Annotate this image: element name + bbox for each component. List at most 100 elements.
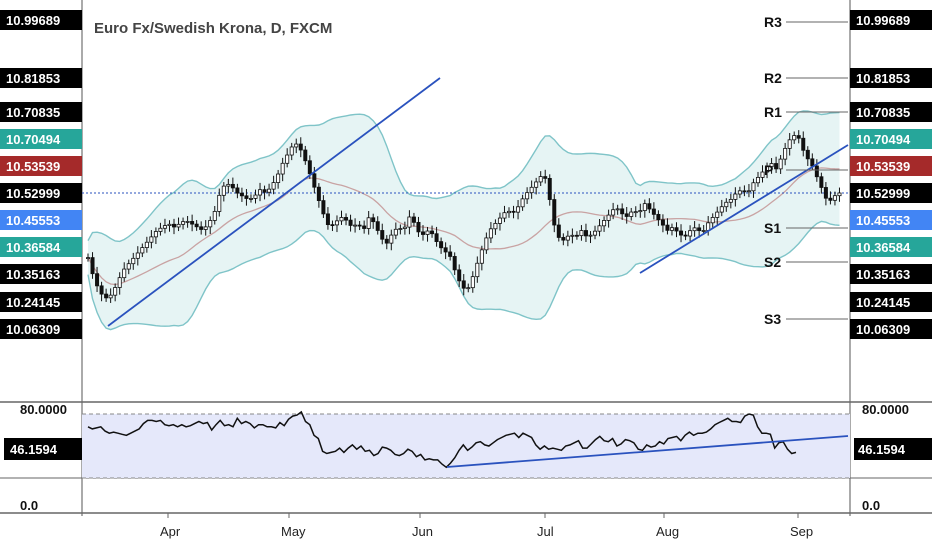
candle-body bbox=[90, 257, 95, 275]
candle-body bbox=[565, 235, 570, 241]
price-label-left: 10.70494 bbox=[6, 132, 61, 147]
candle-body bbox=[479, 249, 484, 264]
trend-line-up bbox=[107, 77, 441, 327]
price-tag-right bbox=[850, 292, 932, 312]
candle-body bbox=[276, 173, 281, 183]
candle-body bbox=[787, 139, 792, 149]
candle-body bbox=[669, 227, 674, 231]
candle-body bbox=[796, 135, 801, 139]
candle-body bbox=[353, 224, 358, 227]
candle-body bbox=[746, 190, 751, 193]
candle-body bbox=[805, 149, 810, 160]
candle-body bbox=[135, 252, 140, 259]
candle-body bbox=[452, 256, 457, 271]
candle-body bbox=[493, 223, 498, 230]
candle-body bbox=[285, 154, 290, 164]
candle-body bbox=[389, 234, 394, 244]
candle-body bbox=[267, 188, 272, 193]
candle-body bbox=[751, 182, 756, 192]
candle-body bbox=[488, 228, 493, 239]
candle-body bbox=[760, 171, 765, 178]
candle-body bbox=[117, 277, 122, 288]
candle-body bbox=[602, 220, 607, 227]
price-label-left: 10.24145 bbox=[6, 295, 60, 310]
pivot-label-r3: R3 bbox=[764, 14, 782, 30]
candle-body bbox=[529, 186, 534, 194]
candle-body bbox=[719, 206, 724, 213]
trend-line-aug bbox=[639, 144, 849, 274]
indicator-label-right: 80.0000 bbox=[862, 402, 909, 417]
candle-body bbox=[606, 214, 611, 221]
candle-body bbox=[303, 149, 308, 162]
candle-body bbox=[104, 293, 109, 299]
candle-body bbox=[289, 146, 294, 156]
candle-body bbox=[149, 236, 154, 243]
x-label-aug: Aug bbox=[656, 524, 679, 539]
candle-body bbox=[208, 220, 213, 228]
x-label-jun: Jun bbox=[412, 524, 433, 539]
candle-body bbox=[280, 162, 285, 175]
candle-body bbox=[534, 181, 539, 188]
price-label-right: 10.70835 bbox=[856, 105, 910, 120]
candle-body bbox=[430, 230, 435, 235]
candle-body bbox=[357, 224, 362, 227]
candle-body bbox=[199, 226, 204, 230]
candle-body bbox=[597, 225, 602, 232]
price-tag-left bbox=[0, 264, 82, 284]
candle-body bbox=[258, 189, 263, 196]
price-tag-right bbox=[850, 237, 932, 257]
candle-body bbox=[679, 230, 684, 236]
candle-body bbox=[688, 230, 693, 237]
candle-body bbox=[552, 199, 557, 226]
candle-body bbox=[475, 262, 480, 278]
pivot-label-s1: S1 bbox=[764, 220, 781, 236]
price-tag-right bbox=[850, 10, 932, 30]
candle-body bbox=[158, 227, 163, 232]
bollinger-upper-line bbox=[87, 110, 840, 243]
candle-body bbox=[416, 221, 421, 233]
candle-body bbox=[86, 257, 91, 259]
price-tag-left bbox=[0, 68, 82, 88]
candle-body bbox=[434, 233, 439, 243]
candle-body bbox=[194, 223, 199, 228]
candle-body bbox=[380, 230, 385, 240]
candle-body bbox=[457, 269, 462, 282]
candle-body bbox=[393, 228, 398, 236]
pivot-label-s2: S2 bbox=[764, 254, 781, 270]
pivot-label-r1: R1 bbox=[764, 104, 782, 120]
x-label-sep: Sep bbox=[790, 524, 813, 539]
candle-body bbox=[765, 166, 770, 173]
candles-group bbox=[86, 130, 842, 303]
candle-body bbox=[593, 230, 598, 236]
candle-body bbox=[633, 211, 638, 214]
price-label-left: 10.06309 bbox=[6, 322, 60, 337]
price-tag-right bbox=[850, 319, 932, 339]
candle-body bbox=[742, 190, 747, 193]
candle-body bbox=[217, 194, 222, 212]
candle-body bbox=[715, 211, 720, 218]
candle-body bbox=[574, 234, 579, 237]
candle-body bbox=[190, 221, 195, 225]
candle-body bbox=[334, 220, 339, 226]
price-tag-left bbox=[0, 10, 82, 30]
price-tag-left bbox=[0, 183, 82, 203]
price-tag-left bbox=[0, 292, 82, 312]
price-label-right: 10.81853 bbox=[856, 71, 910, 86]
candle-body bbox=[113, 287, 118, 296]
price-tag-left bbox=[0, 237, 82, 257]
candle-body bbox=[366, 217, 371, 229]
candle-body bbox=[330, 224, 335, 227]
candle-body bbox=[647, 203, 652, 210]
candle-body bbox=[728, 198, 733, 203]
candle-body bbox=[778, 158, 783, 170]
candle-body bbox=[108, 294, 113, 299]
candle-body bbox=[710, 217, 715, 224]
price-tag-right bbox=[850, 68, 932, 88]
candle-body bbox=[651, 208, 656, 215]
candle-body bbox=[579, 230, 584, 237]
indicator-label-left: 80.0000 bbox=[20, 402, 67, 417]
candle-body bbox=[294, 143, 299, 148]
candle-body bbox=[783, 147, 788, 160]
price-tag-left bbox=[0, 210, 82, 230]
